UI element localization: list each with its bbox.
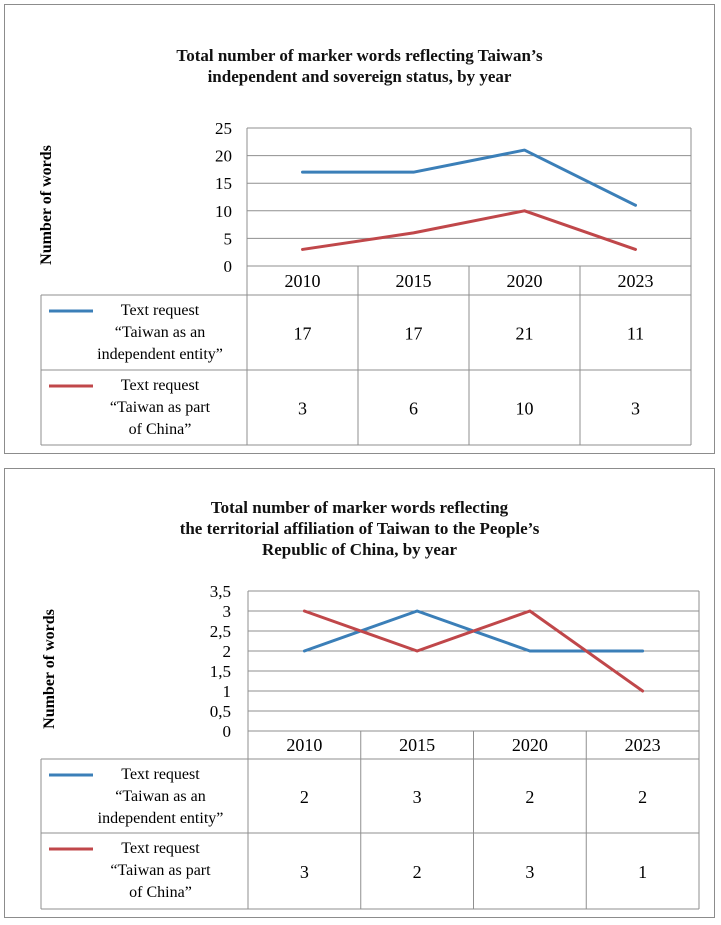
table-value-cell: 2 bbox=[638, 787, 647, 807]
y-tick-label: 3,5 bbox=[210, 582, 231, 601]
chart-title: Total number of marker words reflecting … bbox=[5, 497, 714, 560]
y-axis-label: Number of words bbox=[41, 609, 58, 729]
table-value-cell: 2 bbox=[413, 862, 422, 882]
legend-label: of China” bbox=[129, 421, 192, 438]
legend-label: “Taiwan as part bbox=[110, 862, 211, 879]
legend-label: Text request bbox=[121, 840, 200, 857]
series-line bbox=[302, 609, 645, 693]
chart-panel-2: Total number of marker words reflecting … bbox=[4, 468, 715, 918]
chart-title-line: Total number of marker words reflecting bbox=[210, 498, 509, 517]
table-value-cell: 3 bbox=[631, 399, 640, 419]
legend-label: Text request bbox=[121, 377, 200, 394]
legend-label: “Taiwan as part bbox=[110, 399, 211, 416]
y-tick-label: 2 bbox=[223, 642, 232, 661]
table-value-cell: 3 bbox=[413, 787, 422, 807]
x-category-label: 2015 bbox=[396, 271, 432, 291]
y-tick-label: 2,5 bbox=[210, 622, 231, 641]
table-value-cell: 17 bbox=[294, 324, 312, 344]
chart-title-line: Total number of marker words reflecting … bbox=[176, 46, 543, 65]
x-category-label: 2010 bbox=[286, 735, 322, 755]
legend-label: Text request bbox=[121, 766, 200, 783]
y-tick-label: 3 bbox=[223, 602, 232, 621]
legend-label: independent entity” bbox=[98, 810, 224, 827]
table-value-cell: 3 bbox=[525, 862, 534, 882]
x-category-label: 2020 bbox=[512, 735, 548, 755]
y-tick-label: 20 bbox=[215, 147, 232, 166]
y-tick-label: 0 bbox=[224, 257, 233, 276]
chart-title-line: the territorial affiliation of Taiwan to… bbox=[179, 519, 540, 538]
y-tick-label: 10 bbox=[215, 202, 232, 221]
table-value-cell: 11 bbox=[627, 324, 644, 344]
series-line bbox=[301, 148, 637, 207]
y-tick-label: 0 bbox=[223, 722, 232, 741]
table-value-cell: 6 bbox=[409, 399, 418, 419]
y-tick-label: 1 bbox=[223, 682, 232, 701]
x-category-label: 2010 bbox=[285, 271, 321, 291]
x-category-label: 2023 bbox=[618, 271, 654, 291]
table-value-cell: 3 bbox=[298, 399, 307, 419]
legend-label: of China” bbox=[129, 884, 192, 901]
chart-panel-1: Total number of marker words reflecting … bbox=[4, 4, 715, 454]
legend-label: Text request bbox=[121, 302, 200, 319]
y-tick-label: 15 bbox=[215, 174, 232, 193]
table-value-cell: 1 bbox=[638, 862, 647, 882]
y-tick-label: 5 bbox=[224, 229, 233, 248]
chart-title-line: Republic of China, by year bbox=[261, 540, 458, 559]
y-tick-label: 25 bbox=[215, 119, 232, 138]
x-category-label: 2015 bbox=[399, 735, 435, 755]
table-value-cell: 2 bbox=[300, 787, 309, 807]
table-value-cell: 10 bbox=[516, 399, 534, 419]
legend-label: “Taiwan as an bbox=[115, 788, 205, 805]
legend-label: independent entity” bbox=[97, 346, 223, 363]
y-tick-label: 0,5 bbox=[210, 702, 231, 721]
legend-label: “Taiwan as an bbox=[115, 324, 205, 341]
series-line bbox=[301, 209, 637, 251]
x-category-label: 2023 bbox=[625, 735, 661, 755]
table-value-cell: 2 bbox=[525, 787, 534, 807]
chart-title: Total number of marker words reflecting … bbox=[5, 45, 714, 87]
table-value-cell: 21 bbox=[516, 324, 534, 344]
chart-svg: Number of words 0 5 10 15 20 25 2010 2015 2020 202… bbox=[38, 119, 692, 446]
y-axis-label: Number of words bbox=[38, 145, 55, 265]
table-value-cell: 3 bbox=[300, 862, 309, 882]
y-tick-label: 1,5 bbox=[210, 662, 231, 681]
table-value-cell: 17 bbox=[405, 324, 423, 344]
x-category-label: 2020 bbox=[507, 271, 543, 291]
chart-title-line: independent and sovereign status, by yea… bbox=[207, 67, 512, 86]
